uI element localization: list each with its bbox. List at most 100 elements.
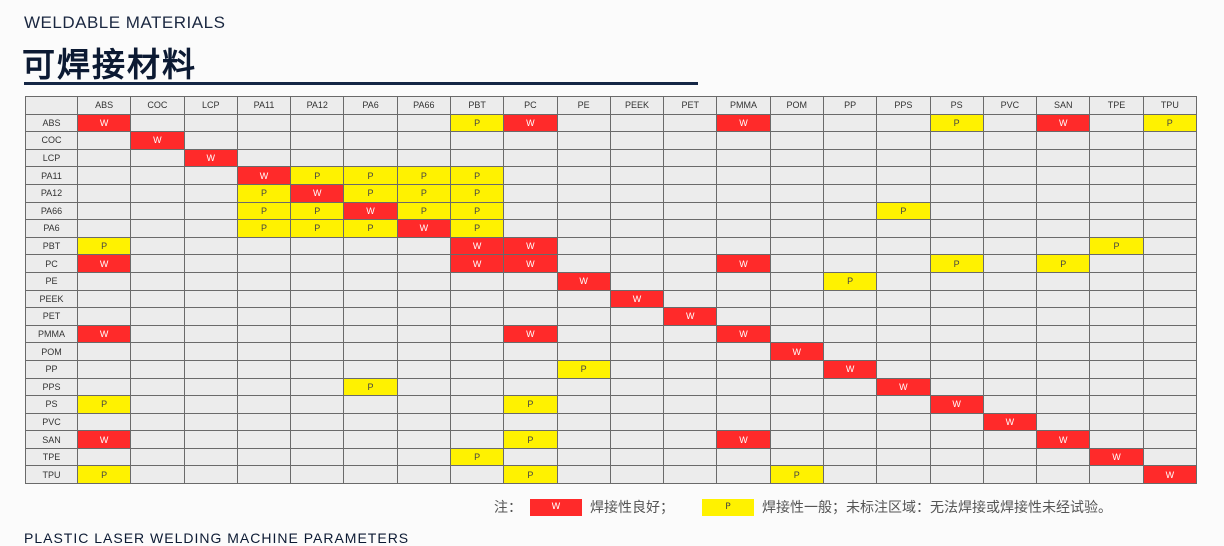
column-header: PMMA (716, 96, 771, 115)
cell-empty (1089, 359, 1144, 379)
cell-empty (876, 465, 931, 485)
cell-empty (716, 412, 771, 432)
cell-weldable: W (503, 113, 558, 133)
cell-empty (343, 412, 398, 432)
cell-empty (76, 219, 132, 238)
column-header: PEEK (609, 96, 665, 115)
cell-empty (236, 342, 292, 361)
cell-weldable: W (1142, 465, 1198, 485)
cell-empty (503, 131, 558, 150)
cell-partial: P (290, 201, 345, 221)
cell-empty (290, 465, 345, 485)
table-row: TPE P W (25, 447, 1198, 467)
cell-empty (130, 148, 185, 168)
cell-empty (876, 183, 931, 203)
cell-empty (396, 359, 451, 379)
cell-empty (1036, 412, 1091, 432)
cell-empty (130, 166, 185, 185)
cell-weldable: W (76, 254, 132, 273)
cell-empty (769, 377, 824, 397)
cell-empty (1036, 307, 1091, 326)
cell-empty (609, 342, 665, 361)
cell-empty (982, 395, 1038, 414)
cell-empty (503, 183, 558, 203)
cell-empty (1089, 430, 1144, 449)
cell-partial: P (236, 183, 292, 203)
cell-empty (449, 271, 505, 291)
cell-empty (1142, 307, 1198, 326)
cell-empty (663, 324, 718, 344)
cell-empty (716, 236, 771, 256)
cell-empty (982, 236, 1038, 256)
cell-empty (609, 359, 665, 379)
cell-partial: P (290, 166, 345, 185)
cell-weldable: W (663, 307, 718, 326)
cell-empty (290, 377, 345, 397)
cell-empty (1089, 271, 1144, 291)
cell-empty (609, 412, 665, 432)
row-header: PC (25, 254, 78, 273)
cell-empty (130, 395, 185, 414)
cell-empty (609, 219, 665, 238)
cell-empty (876, 254, 931, 273)
legend-p-swatch: P (702, 498, 754, 516)
cell-empty (76, 131, 132, 150)
row-header: PET (25, 307, 78, 326)
cell-empty (982, 254, 1038, 273)
weldability-matrix: ABS COC LCP PA11 PA12 PA6 PA66 PBT PC PE PEEK PET PM… (25, 96, 1198, 485)
table-row: PS P P W (25, 395, 1198, 414)
cell-empty (290, 113, 345, 133)
cell-empty (343, 465, 398, 485)
cell-empty (343, 324, 398, 344)
cell-empty (876, 324, 931, 344)
cell-empty (290, 131, 345, 150)
cell-empty (343, 289, 398, 309)
cell-empty (183, 447, 238, 467)
column-header: TPE (1089, 96, 1144, 115)
cell-empty (929, 236, 984, 256)
cell-empty (876, 113, 931, 133)
cell-empty (236, 447, 292, 467)
cell-empty (982, 183, 1038, 203)
column-header: PBT (449, 96, 505, 115)
cell-empty (769, 113, 824, 133)
cell-empty (556, 131, 611, 150)
cell-empty (609, 201, 665, 221)
cell-empty (1089, 342, 1144, 361)
cell-weldable: W (716, 430, 771, 449)
cell-empty (1036, 219, 1091, 238)
cell-empty (556, 430, 611, 449)
cell-partial: P (449, 201, 505, 221)
cell-partial: P (1036, 254, 1091, 273)
cell-empty (76, 377, 132, 397)
cell-empty (1089, 289, 1144, 309)
cell-empty (396, 377, 451, 397)
cell-empty (982, 377, 1038, 397)
cell-empty (609, 465, 665, 485)
cell-empty (769, 254, 824, 273)
cell-empty (556, 254, 611, 273)
cell-empty (449, 377, 505, 397)
cell-empty (1089, 201, 1144, 221)
cell-weldable: W (1089, 447, 1144, 467)
cell-empty (183, 412, 238, 432)
cell-partial: P (343, 183, 398, 203)
cell-empty (822, 395, 878, 414)
cell-empty (876, 307, 931, 326)
cell-empty (449, 465, 505, 485)
cell-empty (663, 236, 718, 256)
cell-weldable: W (76, 113, 132, 133)
cell-empty (609, 430, 665, 449)
cell-empty (449, 148, 505, 168)
cell-empty (556, 377, 611, 397)
cell-empty (1036, 395, 1091, 414)
cell-empty (663, 342, 718, 361)
cell-empty (822, 113, 878, 133)
cell-empty (290, 148, 345, 168)
row-header: PMMA (25, 324, 78, 344)
cell-empty (609, 113, 665, 133)
cell-empty (769, 201, 824, 221)
cell-empty (183, 307, 238, 326)
cell-empty (929, 359, 984, 379)
cell-empty (290, 395, 345, 414)
